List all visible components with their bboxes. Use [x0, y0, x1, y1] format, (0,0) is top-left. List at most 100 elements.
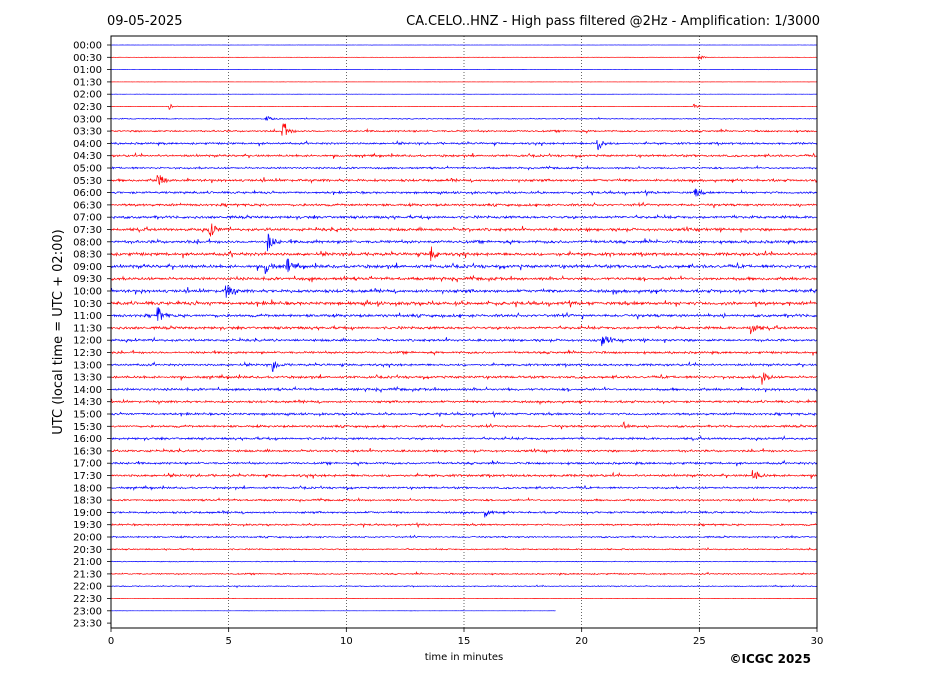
- trace-0800: [110, 233, 817, 252]
- y-tick-label: 05:30: [73, 176, 102, 187]
- y-tick-label: 00:30: [73, 53, 102, 64]
- y-tick-label: 13:00: [73, 360, 102, 371]
- trace-0500: [110, 164, 817, 171]
- trace-0230: [110, 103, 817, 110]
- y-tick-label: 13:30: [73, 373, 102, 384]
- trace-0430: [110, 152, 817, 160]
- y-tick-label: 04:00: [73, 139, 102, 150]
- trace-0830: [110, 246, 817, 261]
- trace-1800: [110, 484, 817, 492]
- trace-2100: [110, 559, 817, 563]
- y-tick-label: 01:30: [73, 77, 102, 88]
- copyright-label: ©ICGC 2025: [729, 652, 811, 666]
- trace-1000: [110, 285, 817, 298]
- y-tick-label: 15:30: [73, 422, 102, 433]
- y-tick-label: 14:30: [73, 397, 102, 408]
- y-tick-label: 15:00: [73, 410, 102, 421]
- y-tick-label: 07:00: [73, 213, 102, 224]
- y-tick-label: 02:00: [73, 90, 102, 101]
- trace-0930: [110, 274, 817, 283]
- x-tick-label: 5: [225, 636, 231, 647]
- trace-2130: [110, 571, 817, 577]
- trace-1400: [110, 385, 817, 393]
- trace-series: [110, 44, 817, 612]
- trace-1330: [110, 372, 817, 385]
- y-tick-label: 19:00: [73, 508, 102, 519]
- y-tick-label: 10:30: [73, 299, 102, 310]
- x-tick-label: 10: [340, 636, 353, 647]
- y-axis-label: UTC (local time = UTC + 02:00): [51, 229, 66, 434]
- x-tick-label: 25: [693, 636, 706, 647]
- y-tick-label: 17:00: [73, 459, 102, 470]
- y-tick-label: 12:00: [73, 336, 102, 347]
- trace-1930: [110, 521, 817, 529]
- trace-0630: [110, 201, 817, 209]
- chart-title: CA.CELO..HNZ - High pass filtered @2Hz -…: [406, 14, 820, 29]
- y-tick-label: 22:00: [73, 582, 102, 593]
- y-tick-label: 09:30: [73, 274, 102, 285]
- trace-1900: [110, 509, 817, 518]
- y-tick-label: 08:00: [73, 237, 102, 248]
- x-tick-label: 0: [108, 636, 114, 647]
- trace-0530: [110, 174, 817, 186]
- trace-0300: [110, 115, 817, 121]
- trace-1830: [110, 497, 817, 503]
- y-tick-label: 00:00: [73, 41, 102, 52]
- y-tick-label: 06:30: [73, 200, 102, 211]
- y-tick-label: 09:00: [73, 262, 102, 273]
- trace-1700: [110, 459, 817, 467]
- trace-2200: [110, 584, 817, 589]
- y-tick-label: 23:30: [73, 619, 102, 630]
- y-tick-label: 06:00: [73, 188, 102, 199]
- y-tick-label: 10:00: [73, 287, 102, 298]
- trace-0600: [110, 188, 817, 197]
- y-tick-label: 17:30: [73, 471, 102, 482]
- plot-frame: [110, 35, 818, 629]
- y-tick-label: 02:30: [73, 102, 102, 113]
- y-tick-label: 18:30: [73, 496, 102, 507]
- trace-0030: [110, 55, 817, 60]
- trace-1430: [110, 398, 817, 406]
- trace-1130: [110, 324, 817, 335]
- trace-1500: [110, 410, 817, 419]
- trace-1730: [110, 470, 817, 479]
- y-tick-label: 18:00: [73, 483, 102, 494]
- trace-0730: [110, 223, 817, 237]
- x-axis-label: time in minutes: [425, 652, 504, 663]
- y-tick-label: 21:30: [73, 569, 102, 580]
- trace-1530: [110, 421, 817, 430]
- x-tick-label: 15: [458, 636, 471, 647]
- trace-0400: [110, 139, 817, 151]
- y-tick-label: 22:30: [73, 594, 102, 605]
- trace-1200: [110, 336, 817, 347]
- y-tick-label: 11:00: [73, 311, 102, 322]
- trace-0900: [110, 258, 817, 275]
- trace-1600: [110, 435, 817, 442]
- trace-1230: [110, 349, 817, 356]
- y-tick-label: 14:00: [73, 385, 102, 396]
- x-tick-label: 20: [575, 636, 588, 647]
- date-label: 09-05-2025: [107, 14, 183, 29]
- y-tick-label: 16:30: [73, 446, 102, 457]
- y-tick-label: 20:30: [73, 545, 102, 556]
- trace-1100: [110, 307, 817, 321]
- vertical-gridlines: [228, 36, 700, 628]
- y-tick-label: 20:00: [73, 533, 102, 544]
- y-tick-label: 04:30: [73, 151, 102, 162]
- y-tick-label: 12:30: [73, 348, 102, 359]
- y-tick-label: 19:30: [73, 520, 102, 531]
- y-tick-label: 05:00: [73, 164, 102, 175]
- trace-0330: [110, 123, 817, 136]
- trace-2000: [110, 534, 817, 540]
- y-tick-label: 07:30: [73, 225, 102, 236]
- y-tick-label: 16:00: [73, 434, 102, 445]
- y-tick-label: 21:00: [73, 557, 102, 568]
- trace-1030: [110, 299, 817, 308]
- y-tick-label: 08:30: [73, 250, 102, 261]
- trace-2030: [110, 547, 817, 552]
- x-axis-ticks: 0 5 10 15 20 25 30: [108, 628, 824, 647]
- trace-0700: [110, 213, 817, 221]
- x-tick-label: 30: [811, 636, 824, 647]
